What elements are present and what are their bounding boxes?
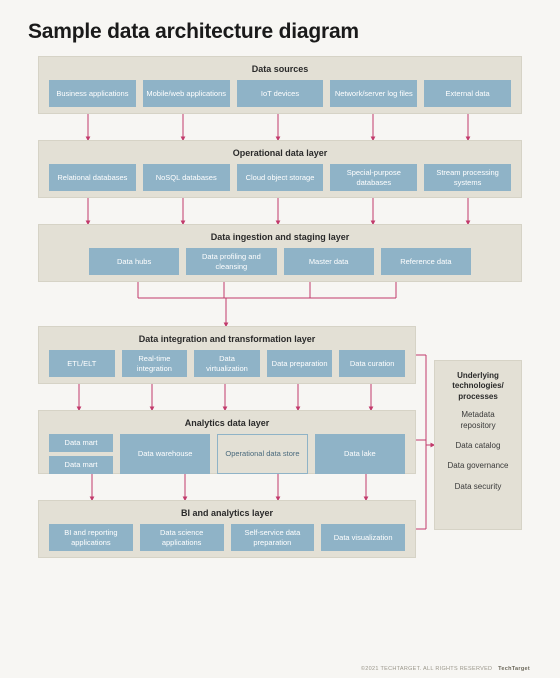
node-dm1: Data mart bbox=[49, 434, 113, 452]
node-operational-2: Cloud object storage bbox=[237, 164, 324, 191]
analytics-grid: Data mart Data mart Data warehouseOperatio… bbox=[49, 434, 405, 474]
node-bi-0: BI and reporting applications bbox=[49, 524, 133, 551]
sidebox-item-3: Data security bbox=[443, 482, 513, 492]
diagram-canvas: Sample data architecture diagram Data so… bbox=[0, 0, 560, 678]
footer: ©2021 TECHTARGET. ALL RIGHTS RESERVED Te… bbox=[361, 666, 530, 672]
layer-title-operational: Operational data layer bbox=[49, 148, 511, 158]
sidebox-item-1: Data catalog bbox=[443, 441, 513, 451]
node-integration-1: Real-time integration bbox=[122, 350, 188, 377]
layer-analytics: Analytics data layerData martData martDa… bbox=[38, 410, 416, 474]
row-ingestion: Data hubs Data profiling and cleansing Mas… bbox=[49, 248, 511, 275]
layer-operational: Operational data layer Relational databas… bbox=[38, 140, 522, 198]
layer-title-ingestion: Data ingestion and staging layer bbox=[49, 232, 511, 242]
node-integration-2: Data virtualization bbox=[194, 350, 260, 377]
node-bi-3: Data visualization bbox=[321, 524, 405, 551]
node-integration-0: ETL/ELT bbox=[49, 350, 115, 377]
node-ingestion-1: Data profiling and cleansing bbox=[186, 248, 276, 275]
node-integration-4: Data curation bbox=[339, 350, 405, 377]
footer-brand: TechTarget bbox=[498, 666, 530, 672]
node-ods: Operational data store bbox=[217, 434, 307, 474]
node-sources-4: External data bbox=[424, 80, 511, 107]
node-operational-3: Special-purpose databases bbox=[330, 164, 417, 191]
node-bi-2: Self-service data preparation bbox=[231, 524, 315, 551]
sidebox-item-0: Metadata repository bbox=[443, 410, 513, 431]
node-sources-0: Business applications bbox=[49, 80, 136, 107]
node-ingestion-0: Data hubs bbox=[89, 248, 179, 275]
sidebox-item-2: Data governance bbox=[443, 461, 513, 471]
layer-title-sources: Data sources bbox=[49, 64, 511, 74]
node-integration-3: Data preparation bbox=[267, 350, 333, 377]
node-sources-3: Network/server log files bbox=[330, 80, 417, 107]
node-ingestion-2: Master data bbox=[284, 248, 374, 275]
row-integration: ETL/ELT Real-time integrationData virtual… bbox=[49, 350, 405, 377]
node-ingestion-3: Reference data bbox=[381, 248, 471, 275]
row-sources: Business applications Mobile/web applicat… bbox=[49, 80, 511, 107]
underlying-sidebox: Underlying technologies/ processes Metad… bbox=[434, 360, 522, 530]
node-dw: Data warehouse bbox=[120, 434, 210, 474]
sidebox-title: Underlying technologies/ processes bbox=[443, 371, 513, 402]
node-sources-1: Mobile/web applications bbox=[143, 80, 230, 107]
node-dl: Data lake bbox=[315, 434, 405, 474]
row-bi: BI and reporting applications Data scienc… bbox=[49, 524, 405, 551]
layer-ingestion: Data ingestion and staging layer Data hub… bbox=[38, 224, 522, 282]
layer-title-integration: Data integration and transformation laye… bbox=[49, 334, 405, 344]
layer-title-analytics: Analytics data layer bbox=[49, 418, 405, 428]
node-bi-1: Data science applications bbox=[140, 524, 224, 551]
node-sources-2: IoT devices bbox=[237, 80, 324, 107]
layer-sources: Data sources Business applications Mobile/… bbox=[38, 56, 522, 114]
layer-title-bi: BI and analytics layer bbox=[49, 508, 405, 518]
footer-copyright: ©2021 TECHTARGET. ALL RIGHTS RESERVED bbox=[361, 666, 492, 672]
row-operational: Relational databases NoSQL databases Cloud… bbox=[49, 164, 511, 191]
node-operational-4: Stream processing systems bbox=[424, 164, 511, 191]
node-dm2: Data mart bbox=[49, 456, 113, 474]
node-operational-1: NoSQL databases bbox=[143, 164, 230, 191]
node-operational-0: Relational databases bbox=[49, 164, 136, 191]
layer-bi: BI and analytics layer BI and reporting a… bbox=[38, 500, 416, 558]
layer-integration: Data integration and transformation laye… bbox=[38, 326, 416, 384]
diagram-title: Sample data architecture diagram bbox=[28, 20, 532, 44]
